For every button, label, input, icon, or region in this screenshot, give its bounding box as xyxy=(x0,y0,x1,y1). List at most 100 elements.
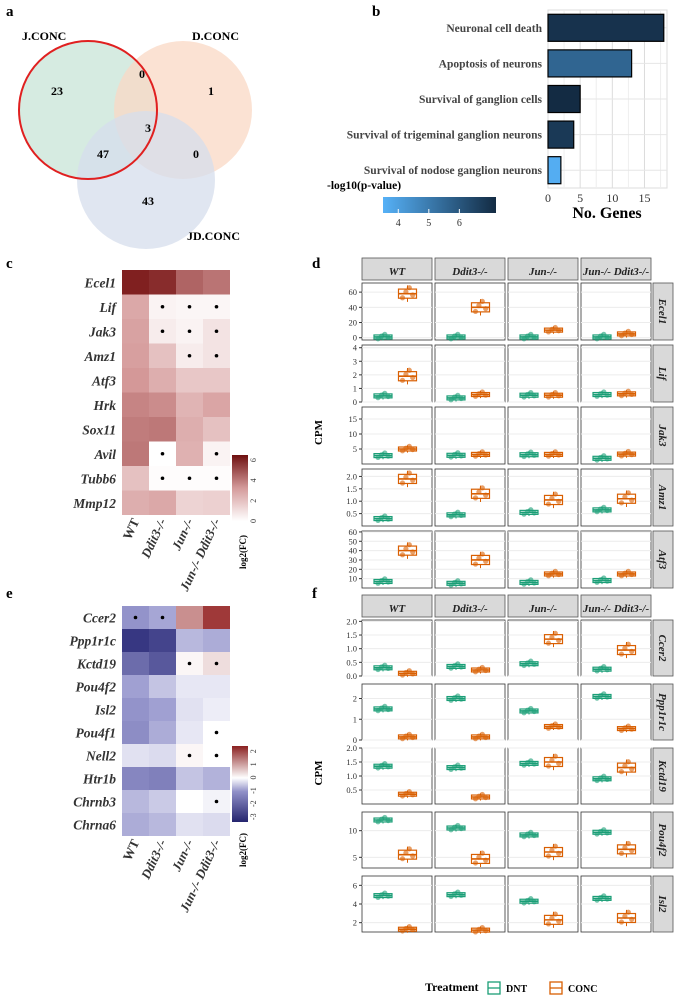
data-point xyxy=(556,724,562,730)
y-tick-label: 2 xyxy=(353,694,357,704)
facet-panel xyxy=(361,468,433,527)
data-point xyxy=(458,453,464,459)
heatmap-cell xyxy=(203,629,230,652)
facet-strip xyxy=(580,257,652,281)
data-point xyxy=(556,637,562,644)
data-point xyxy=(406,731,412,737)
heatmap-cell xyxy=(176,813,203,836)
facet-panel xyxy=(434,344,506,403)
heatmap-cell xyxy=(122,294,149,319)
data-point xyxy=(410,446,416,453)
data-point xyxy=(458,825,464,832)
data-point xyxy=(476,302,482,309)
data-point xyxy=(629,766,635,772)
data-point xyxy=(552,721,558,727)
facet-row-strip-label: Kctd19 xyxy=(656,759,668,792)
heatmap-significance-dot xyxy=(187,329,192,334)
heatmap-cell xyxy=(149,417,176,442)
data-point xyxy=(552,491,558,497)
panel-letter-d: d xyxy=(312,256,321,272)
heatmap-col-label: Jun-/- xyxy=(168,516,196,553)
y-tick-label: 2.0 xyxy=(346,616,357,626)
data-point xyxy=(385,579,391,585)
heatmap-significance-dot xyxy=(160,615,165,620)
data-point xyxy=(531,832,537,839)
y-tick-label: 3 xyxy=(353,356,357,366)
heatmap-significance-dot xyxy=(214,353,219,358)
data-point xyxy=(458,395,464,402)
heatmap-significance-dot xyxy=(133,615,138,620)
data-point xyxy=(472,860,479,866)
data-point xyxy=(629,848,635,854)
data-point xyxy=(552,843,558,849)
data-point xyxy=(556,452,562,458)
heatmap-cell xyxy=(203,417,230,442)
data-point xyxy=(410,292,416,298)
heatmap-cell xyxy=(149,675,176,698)
treatment-legend: Treatment DNT CONC xyxy=(425,980,597,995)
facet-strip xyxy=(580,594,652,618)
data-point xyxy=(385,516,391,522)
heatmap-cell xyxy=(122,790,149,813)
y-tick-label: 60 xyxy=(349,527,358,537)
y-tick-label: 10 xyxy=(349,826,358,836)
facet-strip xyxy=(507,257,579,281)
data-point xyxy=(476,489,482,495)
data-point xyxy=(476,854,482,860)
facet-panel xyxy=(361,811,433,869)
venn-label-d: D.CONC xyxy=(192,29,239,43)
data-point xyxy=(528,829,534,835)
y-tick-label: 30 xyxy=(349,555,358,565)
facet-row-strip-label: Pou4f2 xyxy=(656,824,668,858)
facet-row-strip xyxy=(652,468,674,527)
heatmap-legend-tick-label: 2 xyxy=(249,749,258,753)
facet-panel xyxy=(434,683,506,741)
data-point xyxy=(531,761,537,767)
facet-row-strip xyxy=(652,619,674,677)
data-point xyxy=(382,890,388,896)
panel-letter-b: b xyxy=(372,4,380,20)
data-point xyxy=(455,331,461,337)
facet-panel xyxy=(434,811,506,869)
data-point xyxy=(455,693,461,699)
data-point xyxy=(406,668,412,674)
data-point xyxy=(552,449,558,455)
data-point xyxy=(406,470,412,476)
heatmap-cell xyxy=(149,767,176,790)
y-tick-label: 2.0 xyxy=(346,471,357,481)
data-point xyxy=(531,452,537,458)
data-point xyxy=(406,789,412,795)
venn-label-jd: JD.CONC xyxy=(187,229,240,243)
data-point xyxy=(472,561,479,567)
data-point xyxy=(625,641,631,647)
data-point xyxy=(601,331,607,337)
data-point xyxy=(382,450,388,456)
y-tick-label: 0.5 xyxy=(346,509,357,519)
data-point xyxy=(410,671,416,677)
heatmap-cell xyxy=(149,721,176,744)
panel-letter-c: c xyxy=(6,256,13,272)
facet-strip-label: Jun-/- xyxy=(528,603,557,615)
heatmap-significance-dot xyxy=(214,451,219,456)
heatmap-significance-dot xyxy=(214,730,219,735)
data-point xyxy=(622,763,628,769)
data-point xyxy=(458,765,464,771)
heatmap-c-legend-title: log2(FC) xyxy=(238,535,248,569)
facet-row-strip xyxy=(652,406,674,465)
facet-row-strip xyxy=(652,282,674,341)
data-point xyxy=(479,731,485,737)
heatmap-cell xyxy=(122,490,149,515)
data-point xyxy=(479,389,485,395)
heatmap-row-label: Atf3 xyxy=(91,373,116,388)
bar xyxy=(547,84,581,114)
data-point xyxy=(385,893,391,899)
venn-count-j-d: 0 xyxy=(139,67,145,81)
y-tick-label: 1.5 xyxy=(346,484,357,494)
y-tick-label: 2 xyxy=(353,918,357,928)
data-point xyxy=(545,501,552,507)
data-point xyxy=(483,857,489,863)
data-point xyxy=(406,367,412,373)
heatmap-cell xyxy=(149,392,176,417)
data-point xyxy=(604,578,610,584)
heatmap-significance-dot xyxy=(214,753,219,758)
